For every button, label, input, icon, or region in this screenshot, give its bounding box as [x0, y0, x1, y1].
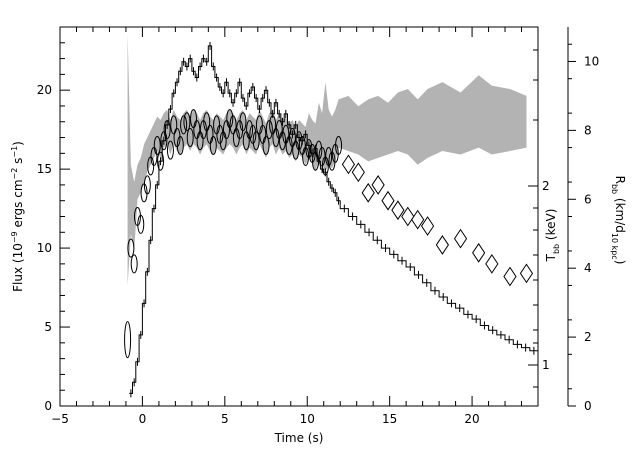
tbb-axis-title: Tbb (keV)	[544, 209, 561, 263]
temperature-diamond	[435, 235, 450, 255]
y-tick-label: 5	[44, 320, 52, 334]
temperature-contour	[325, 146, 333, 166]
temperature-contour	[124, 321, 132, 359]
temperature-contour	[239, 112, 247, 132]
temperature-contour	[176, 135, 184, 155]
rbb-tick-label: 8	[584, 123, 592, 137]
temperature-diamond	[351, 162, 365, 183]
temperature-diamond	[401, 206, 415, 227]
rbb-tick-label: 10	[584, 54, 599, 68]
temperature-contour	[163, 120, 171, 140]
x-tick-label: 5	[221, 412, 229, 426]
temperature-contour	[209, 135, 217, 155]
x-tick-label: 10	[300, 412, 315, 426]
y-tick-label: 20	[37, 83, 52, 97]
temperature-contour	[157, 151, 165, 171]
axes	[59, 26, 576, 407]
y-axis-title-part: −1	[10, 146, 19, 158]
rbb-axis-title-part: )	[613, 260, 627, 265]
tbb-axis-title-part: bb	[552, 244, 561, 254]
x-tick-label: 15	[382, 412, 397, 426]
rbb-tick-label: 2	[584, 330, 592, 344]
temperature-contour	[143, 175, 151, 195]
temperature-diamond	[503, 266, 517, 287]
temperature-contour	[166, 140, 174, 160]
temperature-contour	[305, 139, 313, 159]
temperature-contour	[183, 112, 191, 132]
rbb-axis-title-part: R	[613, 176, 627, 184]
plot-area	[124, 33, 538, 398]
rbb-tick-label: 0	[584, 399, 592, 413]
tbb-axis-title-part: (keV)	[544, 209, 558, 244]
y-axis-title-part: s	[11, 158, 25, 168]
y-axis-title-part: Flux (10	[11, 243, 25, 292]
temperature-contour	[335, 135, 343, 155]
rbb-axis-title-part: bb	[610, 184, 619, 194]
rbb-axis-title-part: (km/d	[613, 194, 627, 233]
temperature-diamond	[381, 190, 395, 211]
tbb-tick-label: 1	[542, 358, 550, 372]
tbb-axis-title-part: T	[544, 253, 558, 262]
temperature-diamond	[420, 216, 435, 236]
temperature-diamond	[371, 175, 385, 195]
rbb-axis-title: Rbb (km/d10 kpc)	[610, 176, 627, 265]
temperature-diamond	[411, 209, 425, 230]
temperature-contour	[127, 238, 135, 258]
x-axis-title: Time (s)	[274, 431, 324, 445]
rbb-tick-label: 4	[584, 261, 592, 275]
y-axis-title-part: −9	[10, 231, 19, 243]
temperature-diamond	[361, 182, 375, 203]
rbb-axis-title-part: 10 kpc	[610, 233, 619, 260]
y-tick-label: 15	[37, 162, 52, 176]
y-axis-title-part: ergs cm	[11, 179, 25, 231]
temperature-contour	[252, 131, 260, 151]
temperature-contour	[130, 254, 138, 274]
temperature-diamond	[519, 263, 534, 284]
temperature-contour	[180, 115, 188, 135]
temperature-diamond	[485, 253, 499, 274]
temperature-contour	[265, 120, 273, 140]
tbb-tick-label: 2	[542, 179, 550, 193]
x-tick-label: 20	[464, 412, 479, 426]
x-tick-label: −5	[51, 412, 69, 426]
temperature-diamond	[341, 154, 356, 175]
temperature-diamond	[391, 200, 405, 221]
temperature-diamond	[453, 228, 468, 249]
y-axis-title: Flux (10−9 ergs cm−2 s−1)	[10, 141, 25, 292]
y-axis-title-part: )	[11, 141, 25, 146]
y-tick-label: 0	[44, 399, 52, 413]
temperature-contour	[137, 214, 145, 234]
y-tick-label: 10	[37, 241, 52, 255]
temperature-contour	[153, 135, 161, 155]
rbb-tick-label: 6	[584, 192, 592, 206]
x-tick-label: 0	[139, 412, 147, 426]
temperature-contour	[262, 135, 270, 155]
y-axis-title-part: −2	[10, 168, 19, 180]
temperature-contour	[186, 128, 194, 148]
temperature-contour	[295, 131, 303, 151]
temperature-diamond	[472, 242, 486, 263]
temperature-contour	[246, 120, 254, 140]
flux-histogram	[129, 45, 538, 394]
